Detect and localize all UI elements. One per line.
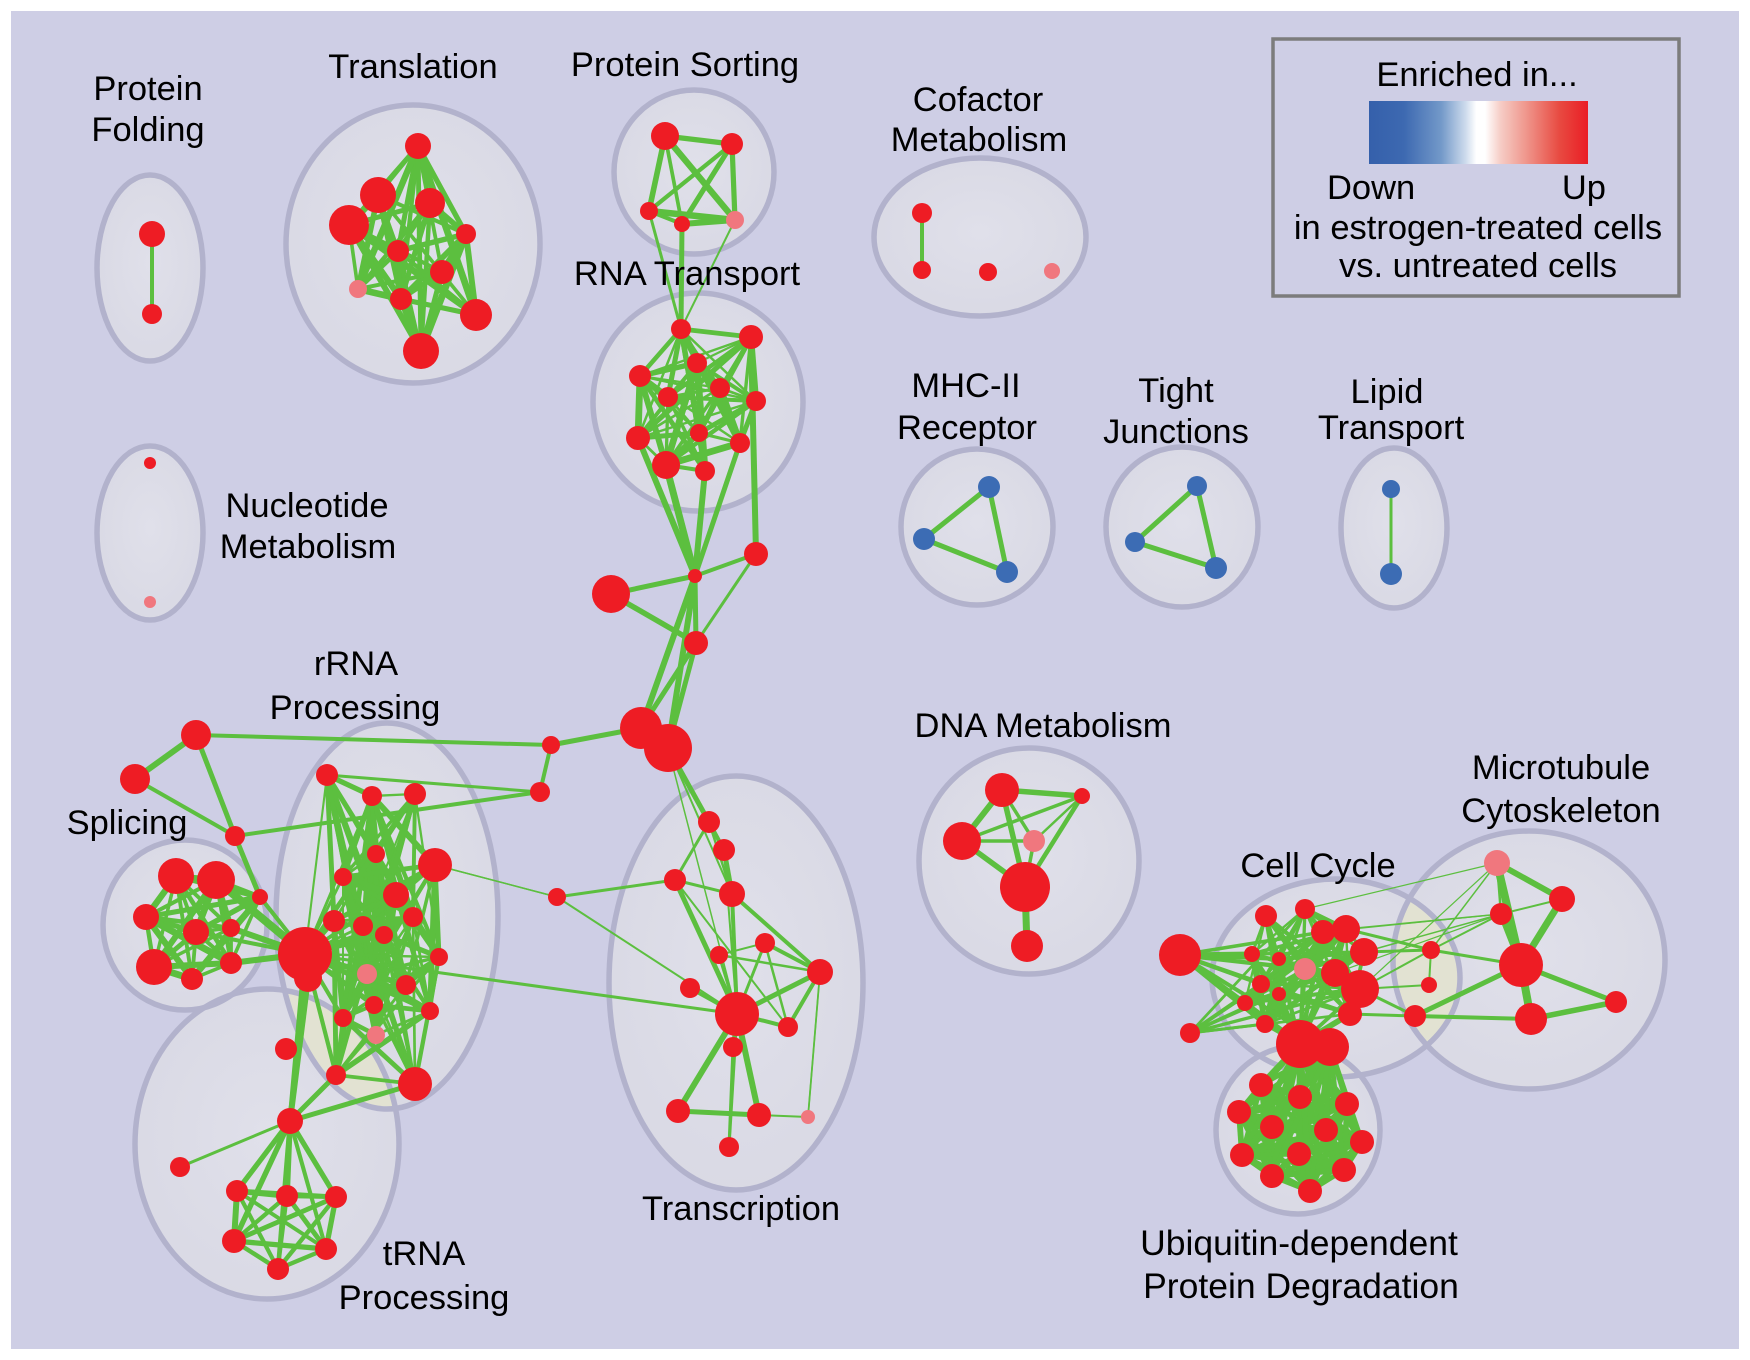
svg-text:rRNA: rRNA [314, 645, 398, 683]
svg-text:Tight: Tight [1138, 372, 1214, 410]
svg-text:Down: Down [1327, 169, 1415, 207]
svg-text:MHC-II: MHC-II [911, 367, 1020, 405]
svg-text:Protein: Protein [93, 70, 202, 108]
svg-text:Protein Degradation: Protein Degradation [1143, 1266, 1459, 1306]
svg-text:Metabolism: Metabolism [220, 528, 396, 566]
svg-text:in estrogen-treated cells: in estrogen-treated cells [1294, 209, 1662, 247]
svg-text:Enriched in...: Enriched in... [1376, 56, 1577, 94]
svg-text:Processing: Processing [339, 1279, 510, 1317]
svg-text:Metabolism: Metabolism [891, 121, 1067, 159]
svg-text:Translation: Translation [328, 48, 497, 86]
svg-text:Transport: Transport [1318, 409, 1465, 447]
svg-text:Protein Sorting: Protein Sorting [571, 46, 799, 84]
svg-text:Folding: Folding [91, 111, 204, 149]
svg-text:RNA Transport: RNA Transport [574, 255, 801, 293]
svg-text:Ubiquitin-dependent: Ubiquitin-dependent [1140, 1223, 1458, 1263]
svg-text:Cytoskeleton: Cytoskeleton [1461, 792, 1660, 830]
svg-text:DNA Metabolism: DNA Metabolism [915, 707, 1172, 745]
svg-text:Cofactor: Cofactor [913, 81, 1043, 119]
svg-text:vs. untreated cells: vs. untreated cells [1339, 247, 1617, 285]
svg-text:tRNA: tRNA [383, 1235, 465, 1273]
svg-text:Receptor: Receptor [897, 409, 1037, 447]
svg-text:Lipid: Lipid [1351, 373, 1424, 411]
svg-text:Splicing: Splicing [67, 804, 188, 842]
svg-text:Microtubule: Microtubule [1472, 749, 1650, 787]
svg-text:Nucleotide: Nucleotide [225, 487, 388, 525]
svg-text:Transcription: Transcription [642, 1190, 840, 1228]
svg-text:Up: Up [1562, 169, 1606, 207]
svg-text:Junctions: Junctions [1103, 413, 1249, 451]
svg-text:Cell Cycle: Cell Cycle [1240, 847, 1395, 885]
svg-text:Processing: Processing [270, 689, 441, 727]
